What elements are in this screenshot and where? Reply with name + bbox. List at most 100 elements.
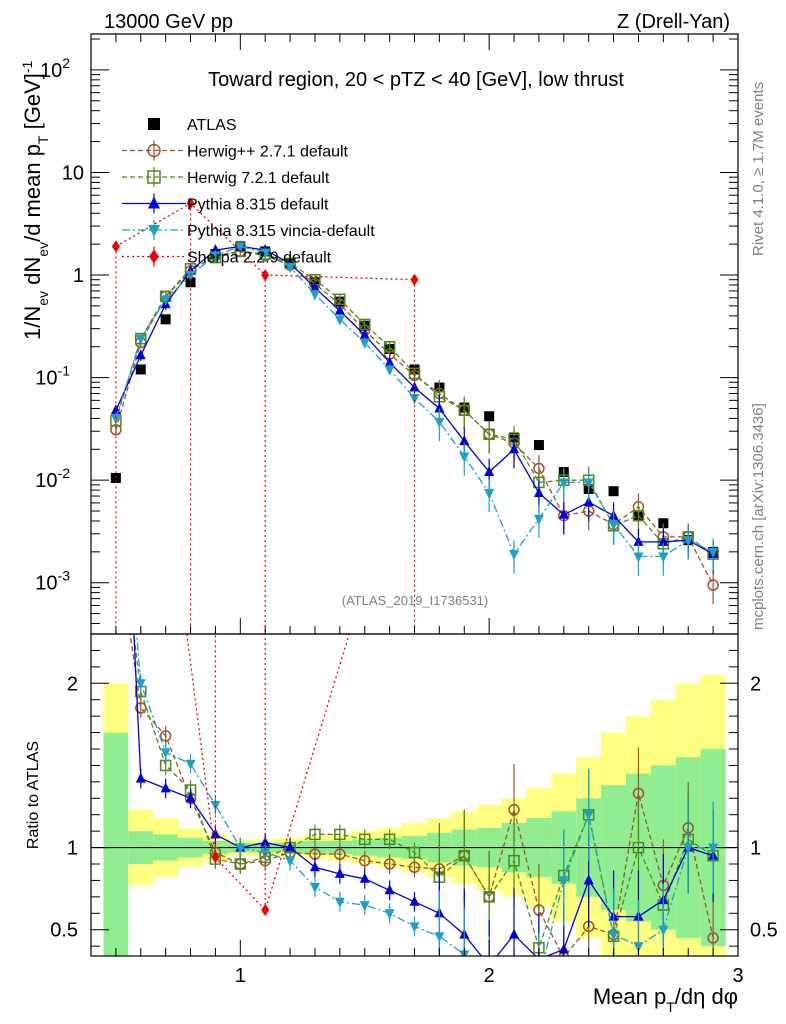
- mc-point-pythia: [210, 828, 221, 839]
- header-left: 13000 GeV pp: [104, 11, 233, 33]
- mc-point-vincia: [110, 414, 121, 425]
- ratio-tick-label-right: 2: [750, 673, 761, 695]
- mc-point-vincia: [558, 478, 569, 489]
- mc-point-pythia: [434, 402, 445, 413]
- x-tick-label: 1: [235, 965, 246, 987]
- mc-point-pythia: [285, 841, 296, 852]
- y-tick-label-exp: -3: [58, 568, 71, 584]
- mc-point-vincia: [633, 552, 644, 563]
- mc-point-vincia: [285, 262, 296, 273]
- header-right: Z (Drell-Yan): [617, 11, 730, 33]
- mc-point-herwig7: [147, 170, 161, 184]
- mc-point-herwigpp: [632, 787, 645, 800]
- ratio-panel: [91, 634, 738, 1006]
- data-point-atlas: [135, 364, 146, 375]
- mc-point-herwig7: [508, 854, 520, 867]
- mc-point-vincia: [708, 843, 719, 854]
- mc-point-herwig7: [234, 858, 247, 870]
- mc-point-vincia: [558, 876, 569, 887]
- mc-point-pythia: [260, 836, 271, 847]
- mc-point-vincia: [185, 759, 196, 770]
- mc-point-herwig7: [458, 404, 471, 417]
- mc-point-vincia: [384, 909, 395, 920]
- mc-point-vincia: [459, 452, 470, 463]
- rivet-label: Rivet 4.1.0, ≥ 1.7M events: [750, 82, 767, 256]
- mc-point-vincia: [434, 417, 445, 428]
- mc-point-herwig7: [632, 509, 645, 522]
- mc-point-pythia: [135, 772, 146, 783]
- mc-point-vincia: [434, 932, 445, 943]
- y-axis-label-main: 1/Nev dNev/d mean pT [GeV]-1: [19, 60, 51, 340]
- y-label-sub-t: T: [35, 135, 51, 144]
- mc-point-pythia: [384, 356, 395, 367]
- mc-point-herwig7: [458, 850, 471, 862]
- x-tick-label: 2: [484, 965, 495, 987]
- x-label-sub-t: T: [666, 999, 675, 1015]
- data-point-atlas: [608, 486, 619, 497]
- y-tick-label-exp: 2: [62, 55, 70, 71]
- mc-point-herwig7: [383, 340, 396, 353]
- mc-point-sherpa: [410, 273, 419, 286]
- mc-point-pythia: [658, 535, 669, 546]
- mc-point-pythia: [309, 281, 320, 292]
- data-point-atlas: [484, 411, 495, 422]
- mc-point-pythia: [135, 349, 146, 360]
- y-label-part-1: 1/N: [20, 306, 45, 340]
- mc-point-vincia: [509, 996, 519, 1006]
- mc-point-pythia: [484, 466, 495, 477]
- mc-point-herwig7: [408, 846, 421, 859]
- mc-point-vincia: [135, 334, 146, 345]
- mc-point-vincia: [683, 536, 694, 547]
- mc-point-vincia: [484, 488, 495, 499]
- mc-point-vincia: [534, 975, 544, 985]
- series-line-sherpa: [115, 202, 415, 281]
- y-tick-label-base: 1: [73, 265, 84, 287]
- mc-point-herwig7: [383, 833, 396, 846]
- mc-point-herwigpp: [334, 848, 346, 860]
- mc-point-vincia: [409, 922, 420, 933]
- y-tick-label: 10-1: [35, 363, 70, 390]
- mc-point-pythia: [148, 196, 160, 209]
- mc-point-herwigpp: [159, 730, 172, 742]
- mc-point-herwigpp: [358, 854, 371, 867]
- mc-point-vincia: [509, 550, 520, 561]
- data-point-atlas: [185, 277, 196, 288]
- mc-point-vincia: [683, 843, 694, 854]
- mc-point-pythia: [558, 508, 569, 519]
- legend-label-vincia: Pythia 8.315 vincia-default: [187, 223, 375, 240]
- mc-point-vincia: [633, 942, 644, 953]
- legend-label-herwig7: Herwig 7.2.1 default: [187, 170, 330, 187]
- ratio-tick-label-left: 2: [67, 673, 78, 695]
- mc-point-pythia: [359, 329, 370, 340]
- y-label-sub-ev-1: ev: [35, 291, 51, 306]
- mc-point-herwigpp: [707, 932, 719, 944]
- y-tick-label: 10-3: [35, 568, 70, 595]
- mc-point-vincia: [658, 925, 669, 936]
- mc-point-herwig7: [483, 428, 495, 441]
- mc-point-herwig7: [358, 833, 371, 846]
- mc-point-sherpa: [111, 240, 120, 253]
- mc-point-pythia: [459, 435, 470, 446]
- y-label-sub-ev-2: ev: [35, 242, 51, 257]
- mc-point-pythia: [633, 535, 644, 546]
- y-tick-label: 102: [40, 55, 70, 82]
- mc-point-vincia: [608, 520, 619, 531]
- plot-title: Toward region, 20 < pTZ < 40 [GeV], low …: [208, 69, 624, 91]
- y-label-sup: -1: [19, 60, 35, 73]
- y-tick-label: 10-2: [35, 465, 70, 492]
- mc-point-herwig7: [408, 367, 421, 380]
- legend: ATLAS Herwig++ 2.7.1 default Herwig 7.2.1 …: [122, 117, 375, 267]
- mc-point-pythia: [409, 895, 420, 906]
- mc-point-herwig7: [334, 828, 346, 841]
- legend-label-sherpa: Sherpa 2.2.9 default: [187, 250, 332, 267]
- mc-point-vincia: [135, 679, 146, 690]
- mc-point-vincia: [384, 365, 395, 376]
- mc-point-vincia: [210, 251, 221, 262]
- mc-point-pythia: [309, 861, 320, 872]
- mc-point-vincia: [658, 552, 669, 563]
- x-label-part-1: Mean p: [593, 984, 666, 1009]
- mc-point-sherpa: [211, 851, 220, 864]
- x-label-part-2: /dη dφ: [675, 984, 738, 1009]
